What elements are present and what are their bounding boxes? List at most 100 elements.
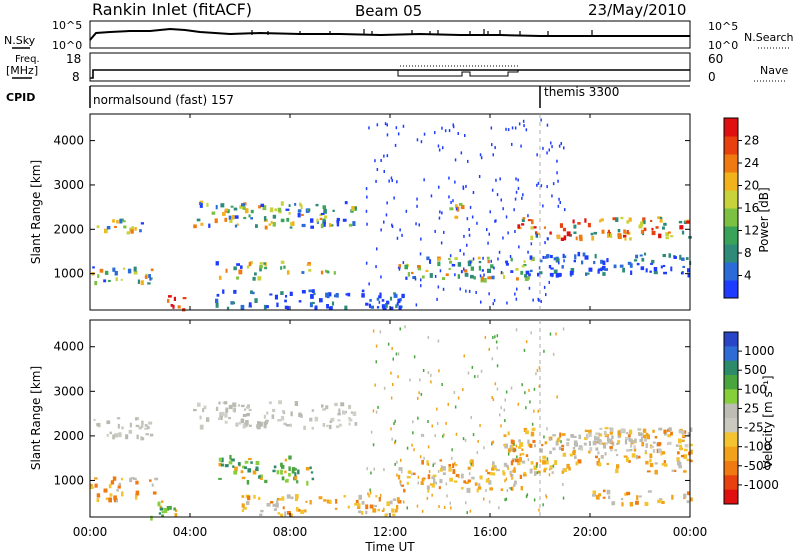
heatmap-cell bbox=[645, 460, 649, 465]
heatmap-cell bbox=[322, 205, 326, 209]
heatmap-cell bbox=[592, 440, 597, 446]
heatmap-cell bbox=[678, 220, 683, 224]
heatmap-cell bbox=[643, 227, 647, 232]
heatmap-cell bbox=[193, 409, 197, 412]
heatmap-cell bbox=[600, 259, 604, 264]
colorbar-swatch bbox=[724, 244, 738, 263]
heatmap-cell bbox=[683, 454, 688, 459]
heatmap-cell bbox=[600, 218, 604, 222]
heatmap-cell bbox=[438, 185, 440, 189]
heatmap-cell bbox=[488, 292, 490, 296]
heatmap-cell bbox=[485, 489, 487, 492]
heatmap-cell bbox=[538, 508, 540, 512]
heatmap-cell bbox=[630, 438, 633, 443]
heatmap-cell bbox=[487, 268, 491, 273]
heatmap-cell bbox=[255, 468, 259, 472]
heatmap-cell bbox=[129, 422, 132, 428]
heatmap-cell bbox=[120, 278, 123, 281]
heatmap-cell bbox=[149, 433, 154, 437]
heatmap-cell bbox=[439, 269, 442, 273]
heatmap-cell bbox=[348, 418, 353, 422]
heatmap-cell bbox=[515, 458, 519, 463]
heatmap-cell bbox=[511, 486, 514, 491]
heatmap-cell bbox=[647, 490, 652, 493]
velocity-frame bbox=[89, 319, 691, 518]
heatmap-cell bbox=[295, 506, 299, 512]
heatmap-cell bbox=[232, 465, 235, 468]
time-tick-label: 04:00 bbox=[173, 525, 208, 539]
heatmap-cell bbox=[550, 141, 552, 145]
heatmap-cell bbox=[465, 184, 467, 188]
heatmap-cell bbox=[234, 466, 238, 472]
heatmap-cell bbox=[130, 229, 134, 234]
heatmap-cell bbox=[196, 218, 201, 222]
heatmap-cell bbox=[484, 278, 487, 283]
heatmap-cell bbox=[466, 217, 469, 221]
heatmap-cell bbox=[406, 481, 409, 485]
heatmap-cell bbox=[361, 293, 365, 298]
heatmap-cell bbox=[420, 237, 422, 241]
heatmap-cell bbox=[508, 448, 511, 453]
heatmap-cell bbox=[361, 501, 365, 505]
heatmap-cell bbox=[515, 190, 518, 194]
heatmap-cell bbox=[445, 273, 449, 276]
heatmap-cell bbox=[595, 432, 599, 436]
heatmap-cell bbox=[531, 427, 536, 431]
heatmap-cell bbox=[650, 262, 653, 265]
heatmap-cell bbox=[636, 262, 640, 266]
heatmap-cell bbox=[625, 457, 629, 462]
heatmap-cell bbox=[286, 494, 291, 499]
heatmap-cell bbox=[509, 470, 512, 475]
heatmap-cell bbox=[534, 471, 537, 476]
heatmap-cell bbox=[493, 266, 495, 270]
cpid-segment-1: normalsound (fast) 157 bbox=[93, 93, 234, 107]
heatmap-cell bbox=[290, 411, 293, 417]
heatmap-cell bbox=[415, 303, 418, 307]
colorbar-swatch bbox=[724, 208, 738, 227]
heatmap-cell bbox=[373, 467, 375, 471]
heatmap-cell bbox=[434, 131, 436, 135]
heatmap-cell bbox=[645, 432, 649, 436]
heatmap-cell bbox=[577, 459, 582, 464]
heatmap-cell bbox=[431, 483, 435, 488]
heatmap-cell bbox=[200, 222, 204, 226]
heatmap-cell bbox=[224, 208, 229, 212]
heatmap-cell bbox=[348, 223, 353, 227]
heatmap-cell bbox=[461, 473, 464, 479]
heatmap-cell bbox=[413, 355, 416, 359]
heatmap-cell bbox=[517, 224, 521, 229]
heatmap-cell bbox=[352, 411, 357, 416]
heatmap-cell bbox=[652, 441, 656, 444]
heatmap-cell bbox=[495, 178, 497, 182]
heatmap-cell bbox=[538, 470, 541, 474]
heatmap-cell bbox=[498, 250, 501, 254]
heatmap-cell bbox=[597, 439, 602, 444]
heatmap-cell bbox=[510, 487, 512, 491]
heatmap-cell bbox=[269, 293, 273, 296]
heatmap-cell bbox=[278, 400, 282, 405]
heatmap-cell bbox=[129, 477, 133, 483]
heatmap-cell bbox=[604, 427, 609, 430]
heatmap-cell bbox=[294, 203, 297, 206]
heatmap-cell bbox=[597, 451, 600, 455]
freq-unit: [MHz] bbox=[6, 64, 38, 77]
heatmap-cell bbox=[438, 486, 441, 490]
heatmap-cell bbox=[598, 433, 603, 437]
nsky-spikes bbox=[251, 29, 593, 36]
heatmap-cell bbox=[485, 469, 488, 472]
velocity-heatmap bbox=[90, 325, 693, 521]
heatmap-cell bbox=[442, 434, 444, 438]
heatmap-cell bbox=[243, 422, 248, 426]
heatmap-cell bbox=[505, 390, 508, 394]
heatmap-cell bbox=[584, 218, 587, 223]
heatmap-cell bbox=[394, 441, 396, 445]
heatmap-cell bbox=[437, 469, 440, 473]
heatmap-cell bbox=[542, 204, 544, 208]
heatmap-cell bbox=[423, 456, 425, 460]
heatmap-cell bbox=[659, 218, 663, 223]
heatmap-cell bbox=[680, 446, 683, 451]
heatmap-cell bbox=[417, 481, 419, 485]
heatmap-cell bbox=[394, 439, 397, 443]
heatmap-cell bbox=[636, 495, 639, 501]
